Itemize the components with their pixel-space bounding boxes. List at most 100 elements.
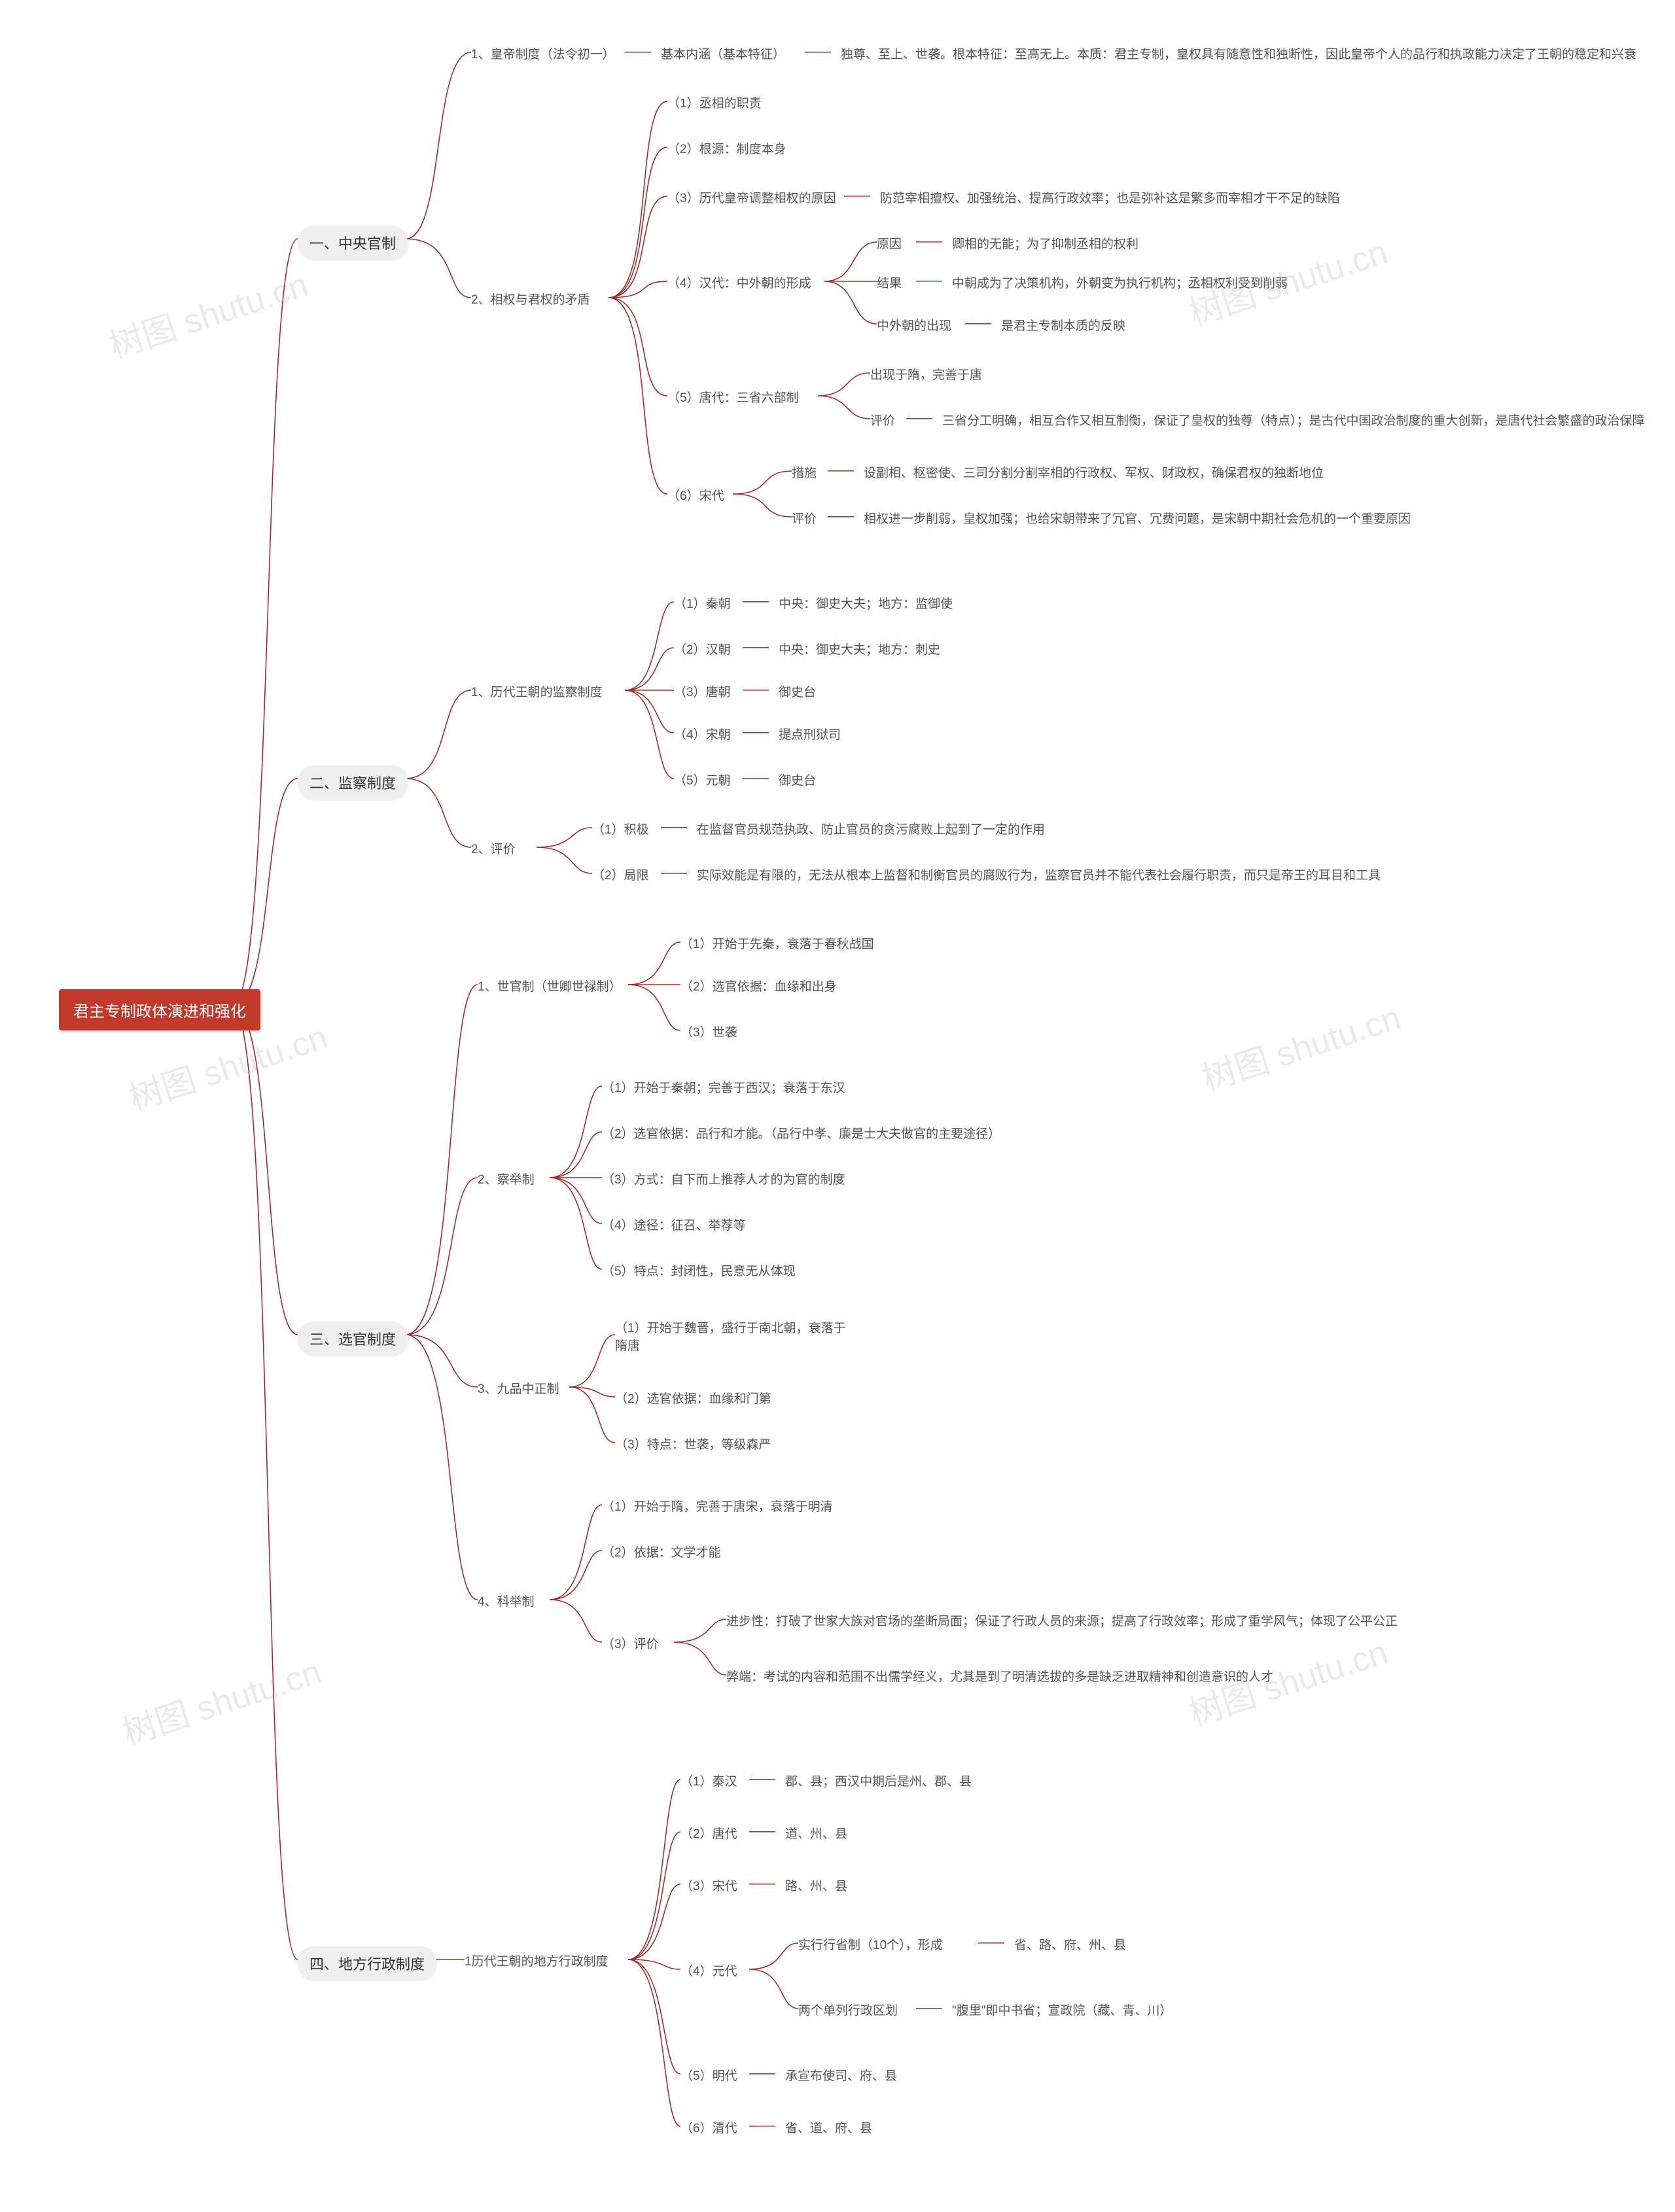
node[interactable]: 进步性：打破了世家大族对官场的垄断局面；保证了行政人员的来源；提高了行政效率；形… bbox=[726, 1611, 1398, 1629]
node[interactable]: （1）开始于秦朝；完善于西汉；衰落于东汉 bbox=[602, 1078, 845, 1096]
node[interactable]: （3）评价 bbox=[602, 1634, 659, 1652]
node[interactable]: 1历代王朝的地方行政制度 bbox=[465, 1952, 608, 1969]
node[interactable]: 中央：御史大夫；地方：刺史 bbox=[779, 640, 940, 658]
node[interactable]: （2）局限 bbox=[592, 866, 649, 883]
node[interactable]: 道、州、县 bbox=[785, 1824, 847, 1842]
node[interactable]: 中外朝的出现 bbox=[877, 316, 951, 334]
node[interactable]: （1）秦朝 bbox=[674, 594, 731, 612]
node[interactable]: 2、相权与君权的矛盾 bbox=[471, 290, 590, 307]
node[interactable]: 中央：御史大夫；地方：监御使 bbox=[779, 594, 953, 612]
dash-icon: —— bbox=[661, 820, 687, 835]
section-3[interactable]: 三、选官制度 bbox=[298, 1322, 408, 1356]
node[interactable]: 卿相的无能；为了抑制丞相的权利 bbox=[952, 234, 1138, 252]
node[interactable]: （5）元朝 bbox=[674, 771, 731, 788]
node[interactable]: （5）明代 bbox=[680, 2066, 737, 2084]
node[interactable]: 弊端：考试的内容和范围不出儒学经义，尤其是到了明清选拔的多是缺乏进取精神和创造意… bbox=[726, 1667, 1273, 1685]
node[interactable]: （3）方式：自下而上推荐人才的为官的制度 bbox=[602, 1170, 845, 1187]
node[interactable]: 原因 bbox=[877, 234, 902, 252]
dash-icon: —— bbox=[965, 316, 991, 331]
watermark: 树图 shutu.cn bbox=[102, 257, 313, 368]
node[interactable]: （6）宋代 bbox=[667, 486, 724, 504]
node[interactable]: （3）宋代 bbox=[680, 1876, 737, 1894]
node[interactable]: （2）选官依据：血缘和门第 bbox=[615, 1389, 771, 1407]
dash-icon: —— bbox=[916, 273, 942, 289]
node[interactable]: 措施 bbox=[792, 463, 817, 481]
node[interactable]: 郡、县；西汉中期后是州、郡、县 bbox=[785, 1772, 972, 1789]
node[interactable]: （1）开始于魏晋，盛行于南北朝，衰落于隋唐 bbox=[615, 1320, 851, 1355]
root-node[interactable]: 君主专制政体演进和强化 bbox=[59, 989, 260, 1030]
watermark: 树图 shutu.cn bbox=[1195, 990, 1406, 1100]
node[interactable]: （5）特点：封闭性，民意无从体现 bbox=[602, 1261, 796, 1279]
dash-icon: —— bbox=[828, 463, 854, 478]
node[interactable]: 评价 bbox=[870, 411, 895, 429]
dash-icon: —— bbox=[978, 1935, 1004, 1950]
dash-icon: —— bbox=[743, 640, 769, 655]
node[interactable]: （5）唐代：三省六部制 bbox=[667, 388, 799, 406]
section-2[interactable]: 二、监察制度 bbox=[298, 765, 408, 799]
node[interactable]: 两个单列行政区划 bbox=[798, 2001, 898, 2018]
dash-icon: —— bbox=[906, 411, 932, 426]
node[interactable]: 实行行省制（10个），形成 bbox=[798, 1935, 943, 1953]
section-4[interactable]: 四、地方行政制度 bbox=[298, 1946, 436, 1980]
node[interactable]: （1）秦汉 bbox=[680, 1772, 737, 1789]
node[interactable]: 2、察举制 bbox=[478, 1170, 535, 1187]
node[interactable]: （3）世袭 bbox=[680, 1023, 737, 1040]
node[interactable]: 评价 bbox=[792, 509, 817, 527]
dash-icon: —— bbox=[743, 682, 769, 697]
node[interactable]: 在监督官员规范执政、防止官员的贪污腐败上起到了一定的作用 bbox=[697, 820, 1045, 837]
node[interactable]: 三省分工明确，相互合作又相互制衡，保证了皇权的独尊（特点）；是古代中国政治制度的… bbox=[942, 411, 1645, 429]
node[interactable]: 是君主专制本质的反映 bbox=[1001, 316, 1125, 334]
node[interactable]: 御史台 bbox=[779, 682, 816, 700]
node[interactable]: （4）元代 bbox=[680, 1961, 737, 1979]
node[interactable]: 省、道、府、县 bbox=[785, 2118, 872, 2136]
node[interactable]: 基本内涵（基本特征） bbox=[661, 44, 785, 62]
watermark: 树图 shutu.cn bbox=[115, 1644, 326, 1755]
node[interactable]: 独尊、至上、世袭。根本特征：至高无上。本质：君主专制，皇权具有随意性和独断性，因… bbox=[841, 44, 1636, 62]
dash-icon: —— bbox=[828, 509, 854, 524]
node[interactable]: （2）汉朝 bbox=[674, 640, 731, 658]
node[interactable]: （3）特点：世袭，等级森严 bbox=[615, 1435, 771, 1452]
node[interactable]: （2）根源：制度本身 bbox=[667, 139, 786, 157]
node[interactable]: （1）开始于先秦，衰落于春秋战国 bbox=[680, 934, 874, 952]
node[interactable]: 提点刑狱司 bbox=[779, 725, 841, 743]
node[interactable]: "腹里"即中书省；宣政院（藏、青、川） bbox=[952, 2001, 1172, 2018]
node[interactable]: （2）选官依据：血缘和出身 bbox=[680, 977, 837, 994]
node[interactable]: 出现于隋，完善于唐 bbox=[870, 365, 982, 383]
node[interactable]: 中朝成为了决策机构，外朝变为执行机构；丞相权利受到削弱 bbox=[952, 273, 1288, 291]
node[interactable]: 实际效能是有限的，无法从根本上监督和制衡官员的腐败行为，监察官员并不能代表社会履… bbox=[697, 866, 1381, 883]
node[interactable]: 御史台 bbox=[779, 771, 816, 788]
node[interactable]: （3）历代皇帝调整相权的原因 bbox=[667, 188, 836, 206]
mindmap-canvas: 树图 shutu.cn 树图 shutu.cn 树图 shutu.cn 树图 s… bbox=[0, 0, 1675, 2212]
node[interactable]: 承宣布使司、府、县 bbox=[785, 2066, 897, 2084]
node[interactable]: （4）汉代：中外朝的形成 bbox=[667, 273, 811, 291]
node[interactable]: 省、路、府、州、县 bbox=[1014, 1935, 1126, 1953]
node[interactable]: 4、科举制 bbox=[478, 1592, 535, 1609]
node[interactable]: （2）选官依据：品行和才能。（品行中孝、廉是士大夫做官的主要途径） bbox=[602, 1124, 1000, 1142]
dash-icon: —— bbox=[844, 188, 870, 203]
node[interactable]: 2、评价 bbox=[471, 839, 516, 857]
node[interactable]: 3、九品中正制 bbox=[478, 1379, 559, 1397]
dash-icon: —— bbox=[743, 725, 769, 740]
dash-icon: —— bbox=[625, 44, 651, 60]
node[interactable]: （2）依据：文学才能 bbox=[602, 1543, 721, 1560]
node[interactable]: （1）积极 bbox=[592, 820, 649, 837]
node[interactable]: 路、州、县 bbox=[785, 1876, 847, 1894]
node[interactable]: 防范宰相擅权、加强统治、提高行政效率；也是弥补这是繁多而宰相才干不足的缺陷 bbox=[880, 188, 1340, 206]
node[interactable]: 设副相、枢密使、三司分割分割宰相的行政权、军权、财政权，确保君权的独断地位 bbox=[864, 463, 1324, 481]
node[interactable]: （6）清代 bbox=[680, 2118, 737, 2136]
node[interactable]: （4）宋朝 bbox=[674, 725, 731, 743]
node[interactable]: （3）唐朝 bbox=[674, 682, 731, 700]
node[interactable]: （4）途径：征召、举荐等 bbox=[602, 1216, 746, 1233]
node[interactable]: 1、皇帝制度（法令初一） bbox=[471, 44, 615, 62]
dash-icon: —— bbox=[916, 2001, 942, 2016]
node[interactable]: 1、世官制（世卿世禄制） bbox=[478, 977, 622, 994]
node[interactable]: （1）丞相的职责 bbox=[667, 94, 762, 111]
node[interactable]: 结果 bbox=[877, 273, 902, 291]
node[interactable]: 相权进一步削弱，皇权加强；也给宋朝带来了冗官、冗费问题，是宋朝中期社会危机的一个… bbox=[864, 509, 1411, 527]
node[interactable]: （2）唐代 bbox=[680, 1824, 737, 1842]
section-1[interactable]: 一、中央官制 bbox=[298, 226, 408, 260]
node[interactable]: （1）开始于隋，完善于唐宋，衰落于明清 bbox=[602, 1497, 833, 1515]
dash-icon: —— bbox=[661, 866, 687, 881]
dash-icon: —— bbox=[916, 234, 942, 249]
node[interactable]: 1、历代王朝的监察制度 bbox=[471, 682, 603, 700]
